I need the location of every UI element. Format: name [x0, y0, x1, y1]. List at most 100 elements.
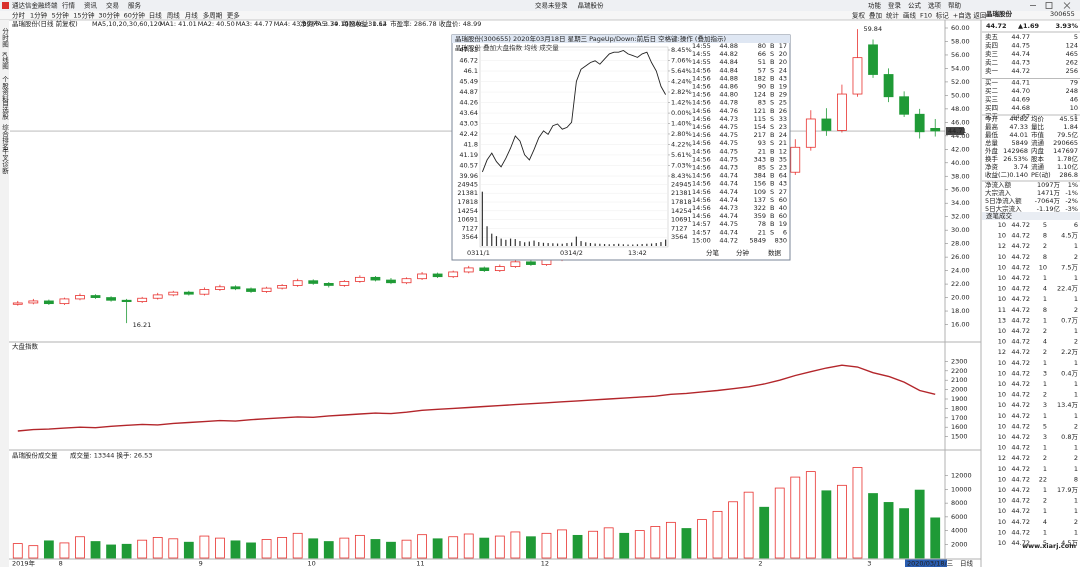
x-tick-label: 9 [199, 560, 203, 567]
tick-volume: 93 [758, 139, 766, 147]
x-tick-label: 0314/2 [560, 249, 583, 257]
menu-item[interactable]: 行情 [62, 1, 76, 10]
book-label: 卖一 [985, 67, 999, 75]
tick-count: 25 [779, 99, 787, 107]
menu-item[interactable]: 交易 [106, 1, 119, 10]
trade-seq: 10 [998, 422, 1006, 430]
tick-side: B [770, 91, 774, 99]
flow-label: 大宗流入 [985, 188, 1012, 197]
trade-price: 44.72 [1011, 507, 1030, 515]
y-tick-label: 26.00 [951, 253, 970, 261]
tick-price: 44.88 [719, 74, 738, 82]
candle-body [354, 276, 365, 282]
volume-bar [790, 476, 801, 559]
trade-volume: 4 [1043, 518, 1047, 526]
menu-item[interactable]: 资讯 [84, 1, 98, 10]
tick-time: 14:56 [692, 172, 711, 180]
stat-value: 5849 [1011, 139, 1028, 147]
volume-tick-label: 24945 [671, 180, 692, 188]
trade-seq: 10 [998, 338, 1006, 346]
volume-tick-label: 14254 [457, 207, 478, 215]
trade-amount: 2.2万 [1061, 348, 1078, 356]
volume-bar [728, 501, 738, 559]
popup-title-bar [452, 35, 790, 43]
y-tick-label: 40.00 [951, 159, 970, 167]
date-box [905, 559, 947, 567]
trade-volume: 2 [1043, 391, 1047, 399]
volume-bar [665, 521, 676, 559]
trade-seq: 10 [998, 369, 1006, 377]
book-price: 44.67 [1011, 113, 1030, 121]
book-price: 44.74 [1011, 50, 1030, 58]
book-label: 买五 [985, 113, 999, 121]
candle-body [899, 96, 910, 115]
trade-price: 44.72 [1011, 263, 1030, 271]
tick-side: S [770, 115, 774, 123]
status-text: 晶瑞股份 [578, 1, 605, 10]
y-tick-label: 46.00 [951, 118, 970, 126]
sidebar-tab: 分时图 [1, 27, 9, 49]
tick-side: B [770, 147, 774, 155]
menu-item: 功能 [868, 1, 882, 10]
tick-count: 23 [779, 164, 787, 172]
y-tick-label: 4000 [951, 527, 968, 535]
popup-tab[interactable]: 分钟 [736, 248, 750, 257]
trade-amount: 2 [1074, 306, 1078, 314]
popup-plot [479, 46, 669, 248]
stat-value: 1.10亿 [1057, 162, 1078, 171]
tick-volume: 5849 [749, 236, 766, 244]
trade-volume: 22 [1039, 475, 1047, 483]
trade-seq: 10 [998, 380, 1006, 388]
trade-amount: 6 [1074, 221, 1078, 229]
date-label: 2020/03/18/三 [907, 560, 954, 567]
y-tick-label: 47.33 [459, 46, 478, 54]
trade-seq: 10 [998, 253, 1006, 261]
tick-price: 44.86 [719, 83, 738, 91]
y-tick-label: 43.64 [459, 109, 478, 117]
book-volume: 5 [1074, 33, 1078, 41]
candle-body [183, 291, 194, 295]
tick-side: B [770, 155, 774, 163]
trade-amount: 0.8万 [1061, 433, 1078, 441]
volume-bar [588, 530, 599, 559]
volume-bar [805, 471, 816, 559]
trade-amount: 1 [1074, 465, 1078, 473]
book-price: 44.68 [1011, 104, 1030, 112]
candle-body [59, 298, 70, 305]
tick-count: 20 [779, 58, 787, 66]
trade-seq: 11 [998, 306, 1006, 314]
tick-price: 44.73 [719, 115, 738, 123]
popup-tab[interactable]: 分笔 [706, 248, 720, 257]
book-volume: 124 [1066, 42, 1078, 50]
book-volume: 465 [1066, 50, 1078, 58]
tick-count: 19 [779, 220, 787, 228]
stat-label: 收益(二) [985, 170, 1010, 179]
volume-tick-label: 7127 [461, 224, 478, 232]
period-tab: 分时 [12, 11, 26, 20]
menu-item[interactable]: 服务 [128, 1, 142, 10]
stat-label: 内盘 [1031, 146, 1045, 155]
y-tick-label: 2300 [951, 357, 968, 365]
trade-seq: 10 [998, 285, 1006, 293]
volume-bar [323, 541, 334, 559]
volume-bar [432, 538, 443, 559]
trade-amount: 1 [1074, 274, 1078, 282]
maximize-button[interactable] [1045, 2, 1053, 9]
app-title: 通达信金融终端 [12, 1, 58, 10]
tick-volume: 121 [754, 107, 766, 115]
close-button[interactable] [1063, 2, 1071, 9]
y-tick-label: 39.96 [459, 172, 478, 180]
tick-time: 14:56 [692, 107, 711, 115]
popup-tab[interactable]: 数据 [768, 248, 782, 257]
y-tick-label: 44.87 [459, 88, 478, 96]
trade-price: 44.72 [1011, 327, 1030, 335]
stock-name: 晶瑞股份 [986, 9, 1013, 18]
stat-label: 流通 [1031, 162, 1045, 171]
trade-amount: 1 [1074, 497, 1078, 505]
y2-tick-label: 8.45% [671, 46, 692, 54]
tick-price: 44.75 [719, 220, 738, 228]
popup-subtitle: 晶瑞股份 叠加大盘指数 均线 成交量 [455, 43, 559, 52]
watermark: www.xiarj.com [1022, 542, 1076, 550]
tick-price: 44.74 [719, 188, 738, 196]
tick-price: 44.73 [719, 204, 738, 212]
